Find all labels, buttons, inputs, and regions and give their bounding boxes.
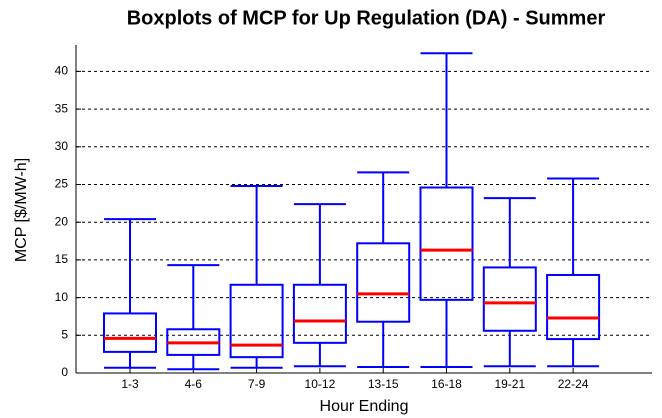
x-tick-label: 10-12	[305, 377, 336, 391]
x-tick-label: 19-21	[494, 377, 525, 391]
x-axis-label: Hour Ending	[320, 398, 409, 415]
y-tick-label: 30	[55, 139, 69, 153]
y-tick-label: 20	[55, 214, 69, 228]
x-tick-label: 22-24	[558, 377, 589, 391]
y-tick-label: 35	[55, 101, 69, 115]
box	[419, 186, 474, 301]
y-tick-label: 5	[61, 327, 68, 341]
box	[292, 283, 347, 344]
x-tick-label: 16-18	[431, 377, 462, 391]
box	[103, 312, 157, 353]
y-tick-label: 10	[55, 290, 69, 304]
y-tick-label: 15	[55, 252, 69, 266]
y-tick-label: 25	[55, 177, 69, 191]
box	[356, 242, 411, 323]
box	[229, 283, 284, 359]
box	[482, 266, 537, 332]
y-tick-label: 0	[61, 365, 68, 379]
x-tick-label: 1-3	[121, 377, 139, 391]
y-tick-label: 40	[55, 64, 69, 78]
x-tick-label: 13-15	[368, 377, 399, 391]
y-axis-label: MCP [$/MW-h]	[13, 158, 30, 262]
x-tick-label: 4-6	[185, 377, 203, 391]
box	[546, 273, 601, 341]
chart-title: Boxplots of MCP for Up Regulation (DA) -…	[127, 7, 606, 29]
x-tick-label: 7-9	[248, 377, 266, 391]
